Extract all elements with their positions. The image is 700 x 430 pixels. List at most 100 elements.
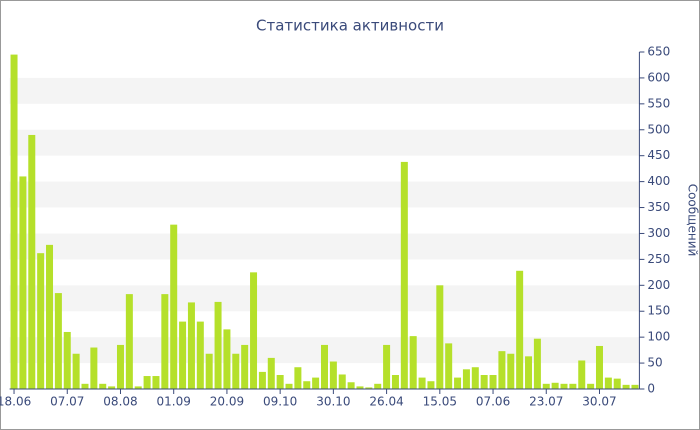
bar [170,224,178,389]
grid-band [9,129,640,156]
grid-band [9,181,640,208]
bar [622,384,630,389]
bar [400,161,408,389]
bar [516,270,524,389]
bar [258,371,266,389]
bar [108,386,116,389]
bar [250,272,258,389]
bar [338,374,346,389]
bar [409,336,417,389]
bar [347,382,355,389]
bar [489,375,497,389]
bar [241,344,249,389]
bar [578,360,586,389]
bar [223,329,231,389]
bar [81,383,89,389]
bar [19,176,27,389]
bar [134,386,142,389]
bar [551,382,559,389]
grid-band [9,77,640,104]
bar [507,353,515,389]
bar [63,331,71,389]
bar [329,361,337,389]
bar [187,302,195,389]
x-tick-label: 20.09 [210,395,244,409]
bar [595,345,603,389]
bar [631,384,639,389]
bar [454,377,462,389]
y-tick-label: 100 [647,330,670,344]
x-tick-label: 30.07 [582,395,616,409]
bar [312,377,320,389]
x-tick-label: 30.10 [316,395,350,409]
bar [152,376,160,389]
y-tick-label: 350 [647,200,670,214]
bar [161,294,169,389]
bar [37,253,45,389]
bar [427,381,435,389]
y-tick-label: 200 [647,278,670,292]
x-tick-label: 07.07 [50,395,84,409]
bar [462,369,470,389]
bar [365,387,373,389]
bar [445,343,453,389]
bar [391,375,399,389]
bar [542,383,550,389]
bar [533,338,541,389]
bar [285,383,293,389]
x-tick-label: 08.08 [103,395,137,409]
x-tick-label: 23.07 [529,395,563,409]
bar [267,357,275,389]
grid-band [9,233,640,260]
bar [604,377,612,389]
y-tick-label: 50 [647,356,662,370]
x-tick-label: 18.06 [0,395,31,409]
bar [356,386,364,389]
bar [90,347,98,389]
bar [54,293,62,389]
x-tick-label: 15.05 [423,395,457,409]
bar [46,244,54,389]
bar [125,294,133,389]
bar [303,381,311,389]
bar [28,134,36,389]
y-tick-label: 600 [647,70,670,84]
bar [232,353,240,389]
bar [205,353,213,389]
x-tick-label: 09.10 [263,395,297,409]
bar [587,383,595,389]
bar [374,383,382,389]
bar [480,375,488,389]
bar [321,344,328,389]
bar [294,367,302,389]
bar [560,383,568,389]
y-tick-label: 250 [647,252,670,266]
bar [436,285,444,389]
y-tick-label: 400 [647,174,670,188]
y-tick-label: 550 [647,96,670,110]
bar [383,344,391,389]
y-tick-label: 0 [647,382,655,396]
bar [179,321,187,389]
bar [276,375,284,389]
bar [196,321,204,389]
bar [613,378,621,389]
x-tick-label: 26.04 [369,395,403,409]
bar [143,376,151,389]
y-axis-title: Сообщений [686,184,700,257]
bar [471,367,479,389]
bar [569,383,577,389]
bar [214,301,222,389]
bar [10,54,18,389]
y-tick-label: 450 [647,148,670,162]
x-tick-label: 01.09 [157,395,191,409]
chart-title: Статистика активности [256,17,444,35]
bar [418,377,426,389]
bar [525,356,533,389]
bar [116,344,124,389]
y-tick-label: 150 [647,304,670,318]
x-tick-label: 07.06 [476,395,510,409]
y-tick-label: 500 [647,122,670,136]
